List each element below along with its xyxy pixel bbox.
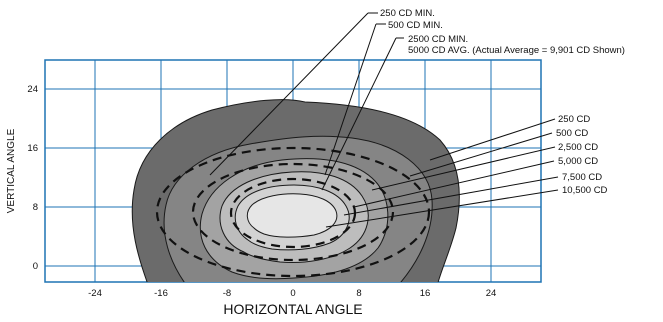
contour-10500cd <box>246 193 338 238</box>
y-axis-title: VERTICAL ANGLE <box>6 128 17 213</box>
leader-10500cd <box>325 189 559 228</box>
contours <box>131 99 460 282</box>
leader-5000cd <box>353 160 555 208</box>
y-tick-label: 16 <box>27 143 38 154</box>
callout-10500cd: 10,500 CD <box>562 185 608 196</box>
callout-5000cd-avg: 5000 CD AVG. (Actual Average = 9,901 CD … <box>408 45 625 56</box>
leader-500cd <box>409 132 553 177</box>
x-tick-label: -24 <box>88 288 102 299</box>
y-tick-label: 8 <box>33 202 38 213</box>
leader-7500cd <box>343 176 559 216</box>
x-tick-labels: -24 -16 -8 0 8 16 24 <box>88 288 496 299</box>
callout-5000cd: 5,000 CD <box>558 156 598 167</box>
y-tick-label: 24 <box>27 84 38 95</box>
leader-lines <box>209 12 559 228</box>
callout-250cd-min: 250 CD MIN. <box>380 8 435 19</box>
callout-2500cd: 2,500 CD <box>558 142 598 153</box>
leader-250cd <box>429 118 556 161</box>
ellipse-500cd-min <box>191 162 395 262</box>
right-callouts: 250 CD 500 CD 2,500 CD 5,000 CD 7,500 CD… <box>556 114 608 196</box>
leader-250-min <box>209 12 369 176</box>
leader-2500-min <box>321 37 397 191</box>
callout-500cd: 500 CD <box>556 128 588 139</box>
x-tick-label: 8 <box>356 288 361 299</box>
x-tick-label: -16 <box>154 288 168 299</box>
x-tick-label: 16 <box>420 288 431 299</box>
y-tick-label: 0 <box>33 261 38 272</box>
callout-500cd-min: 500 CD MIN. <box>388 20 443 31</box>
callout-7500cd: 7,500 CD <box>562 172 602 183</box>
leader-2500cd <box>371 146 556 191</box>
leader-500-min <box>324 23 377 176</box>
ellipse-250cd-min <box>155 146 431 278</box>
y-tick-labels: 0 8 16 24 <box>27 84 38 272</box>
top-callouts: 250 CD MIN. 500 CD MIN. 2500 CD MIN. 500… <box>380 8 625 56</box>
callout-250cd: 250 CD <box>558 114 590 125</box>
x-tick-label: -8 <box>223 288 231 299</box>
x-tick-label: 24 <box>486 288 497 299</box>
callout-2500cd-min: 2500 CD MIN. <box>408 34 468 45</box>
x-axis-title: HORIZONTAL ANGLE <box>223 301 362 317</box>
x-tick-label: 0 <box>290 288 295 299</box>
